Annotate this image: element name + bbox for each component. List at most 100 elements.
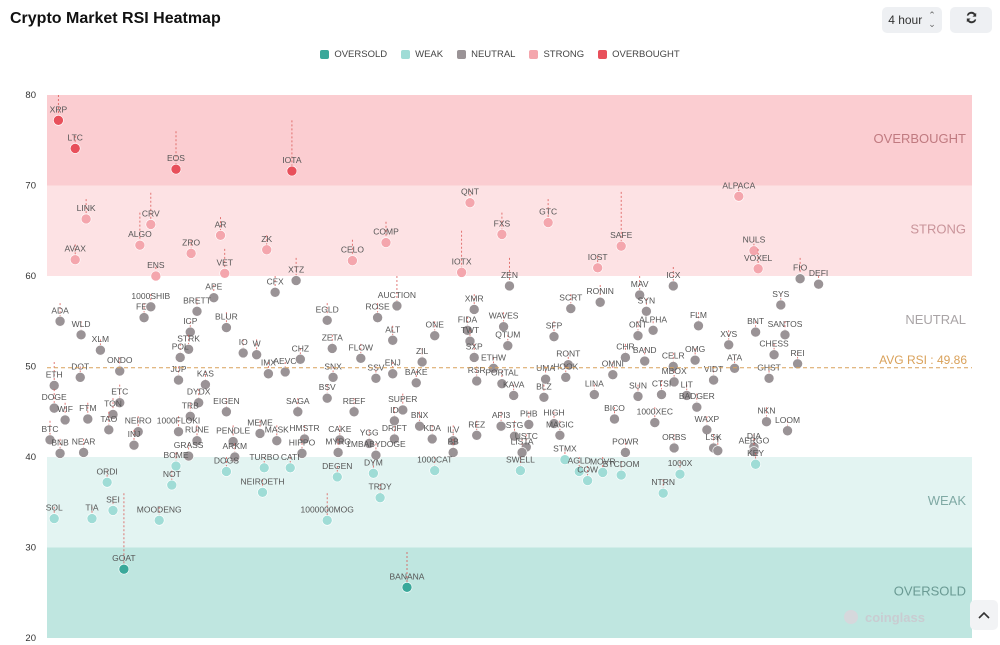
rsi-point-cake[interactable] xyxy=(334,434,346,446)
rsi-point-reef[interactable] xyxy=(348,406,360,418)
rsi-point-chz[interactable] xyxy=(295,353,306,365)
rsi-point-movr[interactable] xyxy=(597,467,609,478)
rsi-point-ton[interactable] xyxy=(107,409,119,420)
rsi-point-iost[interactable] xyxy=(592,262,603,274)
rsi-point-sxp[interactable] xyxy=(468,352,480,363)
rsi-point-iotx[interactable] xyxy=(456,267,467,278)
rsi-point-flm[interactable] xyxy=(693,320,704,332)
rsi-point-neiro[interactable] xyxy=(132,426,144,437)
rsi-point-ont[interactable] xyxy=(632,330,644,342)
rsi-point-ata[interactable] xyxy=(729,363,740,374)
rsi-point-ada[interactable] xyxy=(54,315,66,327)
rsi-point-syn[interactable] xyxy=(641,305,652,317)
rsi-point-scrt[interactable] xyxy=(565,303,577,314)
rsi-point-link[interactable] xyxy=(80,213,92,225)
rsi-point-stg[interactable] xyxy=(509,430,520,442)
rsi-point-jup[interactable] xyxy=(173,374,184,386)
rsi-point-rsr[interactable] xyxy=(471,375,483,387)
rsi-point-bome[interactable] xyxy=(170,460,182,472)
rsi-point-stmx[interactable] xyxy=(559,454,571,466)
rsi-point-egld[interactable] xyxy=(321,315,333,326)
rsi-point-flow[interactable] xyxy=(355,353,367,364)
rsi-point-loom[interactable] xyxy=(782,425,793,437)
rsi-point-bsv[interactable] xyxy=(321,392,333,404)
rsi-point-etc[interactable] xyxy=(114,397,126,409)
rsi-point-kava[interactable] xyxy=(508,390,519,401)
scroll-top-button[interactable] xyxy=(970,600,998,630)
refresh-button[interactable] xyxy=(950,7,992,33)
rsi-point-icp[interactable] xyxy=(184,326,196,338)
rsi-point-1000floki[interactable] xyxy=(173,426,184,437)
rsi-point-sun[interactable] xyxy=(632,391,644,402)
rsi-point-mav[interactable] xyxy=(634,289,645,301)
rsi-point-zeta[interactable] xyxy=(326,343,338,354)
rsi-point-1000shib[interactable] xyxy=(145,301,157,313)
rsi-point-lina[interactable] xyxy=(589,389,600,400)
rsi-point-waves[interactable] xyxy=(498,321,509,332)
rsi-point-defi[interactable] xyxy=(813,278,824,290)
rsi-point-hook[interactable] xyxy=(560,372,572,383)
rsi-point-btc[interactable] xyxy=(44,434,56,446)
rsi-point-imx[interactable] xyxy=(263,368,274,380)
rsi-point-gtc[interactable] xyxy=(542,217,554,228)
rsi-point-magic[interactable] xyxy=(554,429,566,441)
rsi-point-vet[interactable] xyxy=(219,267,231,279)
rsi-point-crv[interactable] xyxy=(145,219,157,230)
rsi-point-ens[interactable] xyxy=(150,270,162,282)
rsi-point-celr[interactable] xyxy=(667,361,679,372)
rsi-point-ygg[interactable] xyxy=(363,438,375,449)
rsi-point-celo[interactable] xyxy=(347,255,358,266)
rsi-point-sfp[interactable] xyxy=(548,331,560,342)
rsi-point-bb[interactable] xyxy=(447,447,459,458)
rsi-point-alpaca[interactable] xyxy=(733,191,745,202)
rsi-point-lista[interactable] xyxy=(516,447,528,458)
rsi-point-nuls[interactable] xyxy=(748,245,760,256)
rsi-point-blur[interactable] xyxy=(221,322,232,333)
rsi-point-eth[interactable] xyxy=(48,380,60,391)
rsi-point-ape[interactable] xyxy=(208,292,220,304)
rsi-point-moodeng[interactable] xyxy=(153,515,165,526)
rsi-point-xtz[interactable] xyxy=(290,275,302,286)
rsi-point-waxp[interactable] xyxy=(701,424,713,436)
rsi-point-uma[interactable] xyxy=(540,373,551,385)
rsi-point-sei[interactable] xyxy=(107,505,119,516)
rsi-point-ondo[interactable] xyxy=(114,365,126,377)
rsi-point-doge[interactable] xyxy=(48,402,60,414)
rsi-point-io[interactable] xyxy=(237,347,249,359)
rsi-point-trdy[interactable] xyxy=(374,492,386,504)
rsi-point-rez[interactable] xyxy=(471,429,483,441)
rsi-point-banana[interactable] xyxy=(401,582,413,593)
rsi-point-bnt[interactable] xyxy=(750,326,761,338)
rsi-point-algo[interactable] xyxy=(134,239,146,251)
rsi-point-omni[interactable] xyxy=(607,369,619,380)
rsi-point-bake[interactable] xyxy=(410,377,422,389)
rsi-point-ntrn[interactable] xyxy=(657,487,669,499)
rsi-point-alpha[interactable] xyxy=(647,324,659,336)
rsi-point-swell[interactable] xyxy=(515,465,526,476)
rsi-point-fio[interactable] xyxy=(794,273,806,285)
rsi-point-1000x[interactable] xyxy=(674,468,686,480)
rsi-point-vidt[interactable] xyxy=(708,374,719,386)
rsi-point-goat[interactable] xyxy=(118,563,130,575)
rsi-point-pol[interactable] xyxy=(174,352,186,363)
rsi-point-portal[interactable] xyxy=(496,378,508,389)
rsi-point-mask[interactable] xyxy=(271,435,283,447)
rsi-point-lit[interactable] xyxy=(681,390,693,401)
rsi-point-pendle[interactable] xyxy=(227,436,239,447)
rsi-point-dym[interactable] xyxy=(368,467,379,479)
rsi-point-ordi[interactable] xyxy=(101,477,113,488)
rsi-point-bico[interactable] xyxy=(609,413,620,425)
rsi-point-cow[interactable] xyxy=(582,475,593,486)
rsi-point-qtum[interactable] xyxy=(502,340,514,351)
rsi-point-turbo[interactable] xyxy=(258,462,270,474)
rsi-point-high[interactable] xyxy=(548,418,560,429)
rsi-point-comp[interactable] xyxy=(380,237,392,248)
rsi-point-nkn[interactable] xyxy=(761,416,772,428)
rsi-point-ssv[interactable] xyxy=(370,372,382,384)
rsi-point-voxel[interactable] xyxy=(752,263,764,275)
rsi-point-dydx[interactable] xyxy=(193,397,204,409)
rsi-point-dogs[interactable] xyxy=(221,466,232,477)
rsi-point-wld[interactable] xyxy=(75,329,87,341)
rsi-point-safe[interactable] xyxy=(615,240,627,252)
interval-select[interactable]: 4 hour ⌃ ⌄ xyxy=(882,7,942,33)
